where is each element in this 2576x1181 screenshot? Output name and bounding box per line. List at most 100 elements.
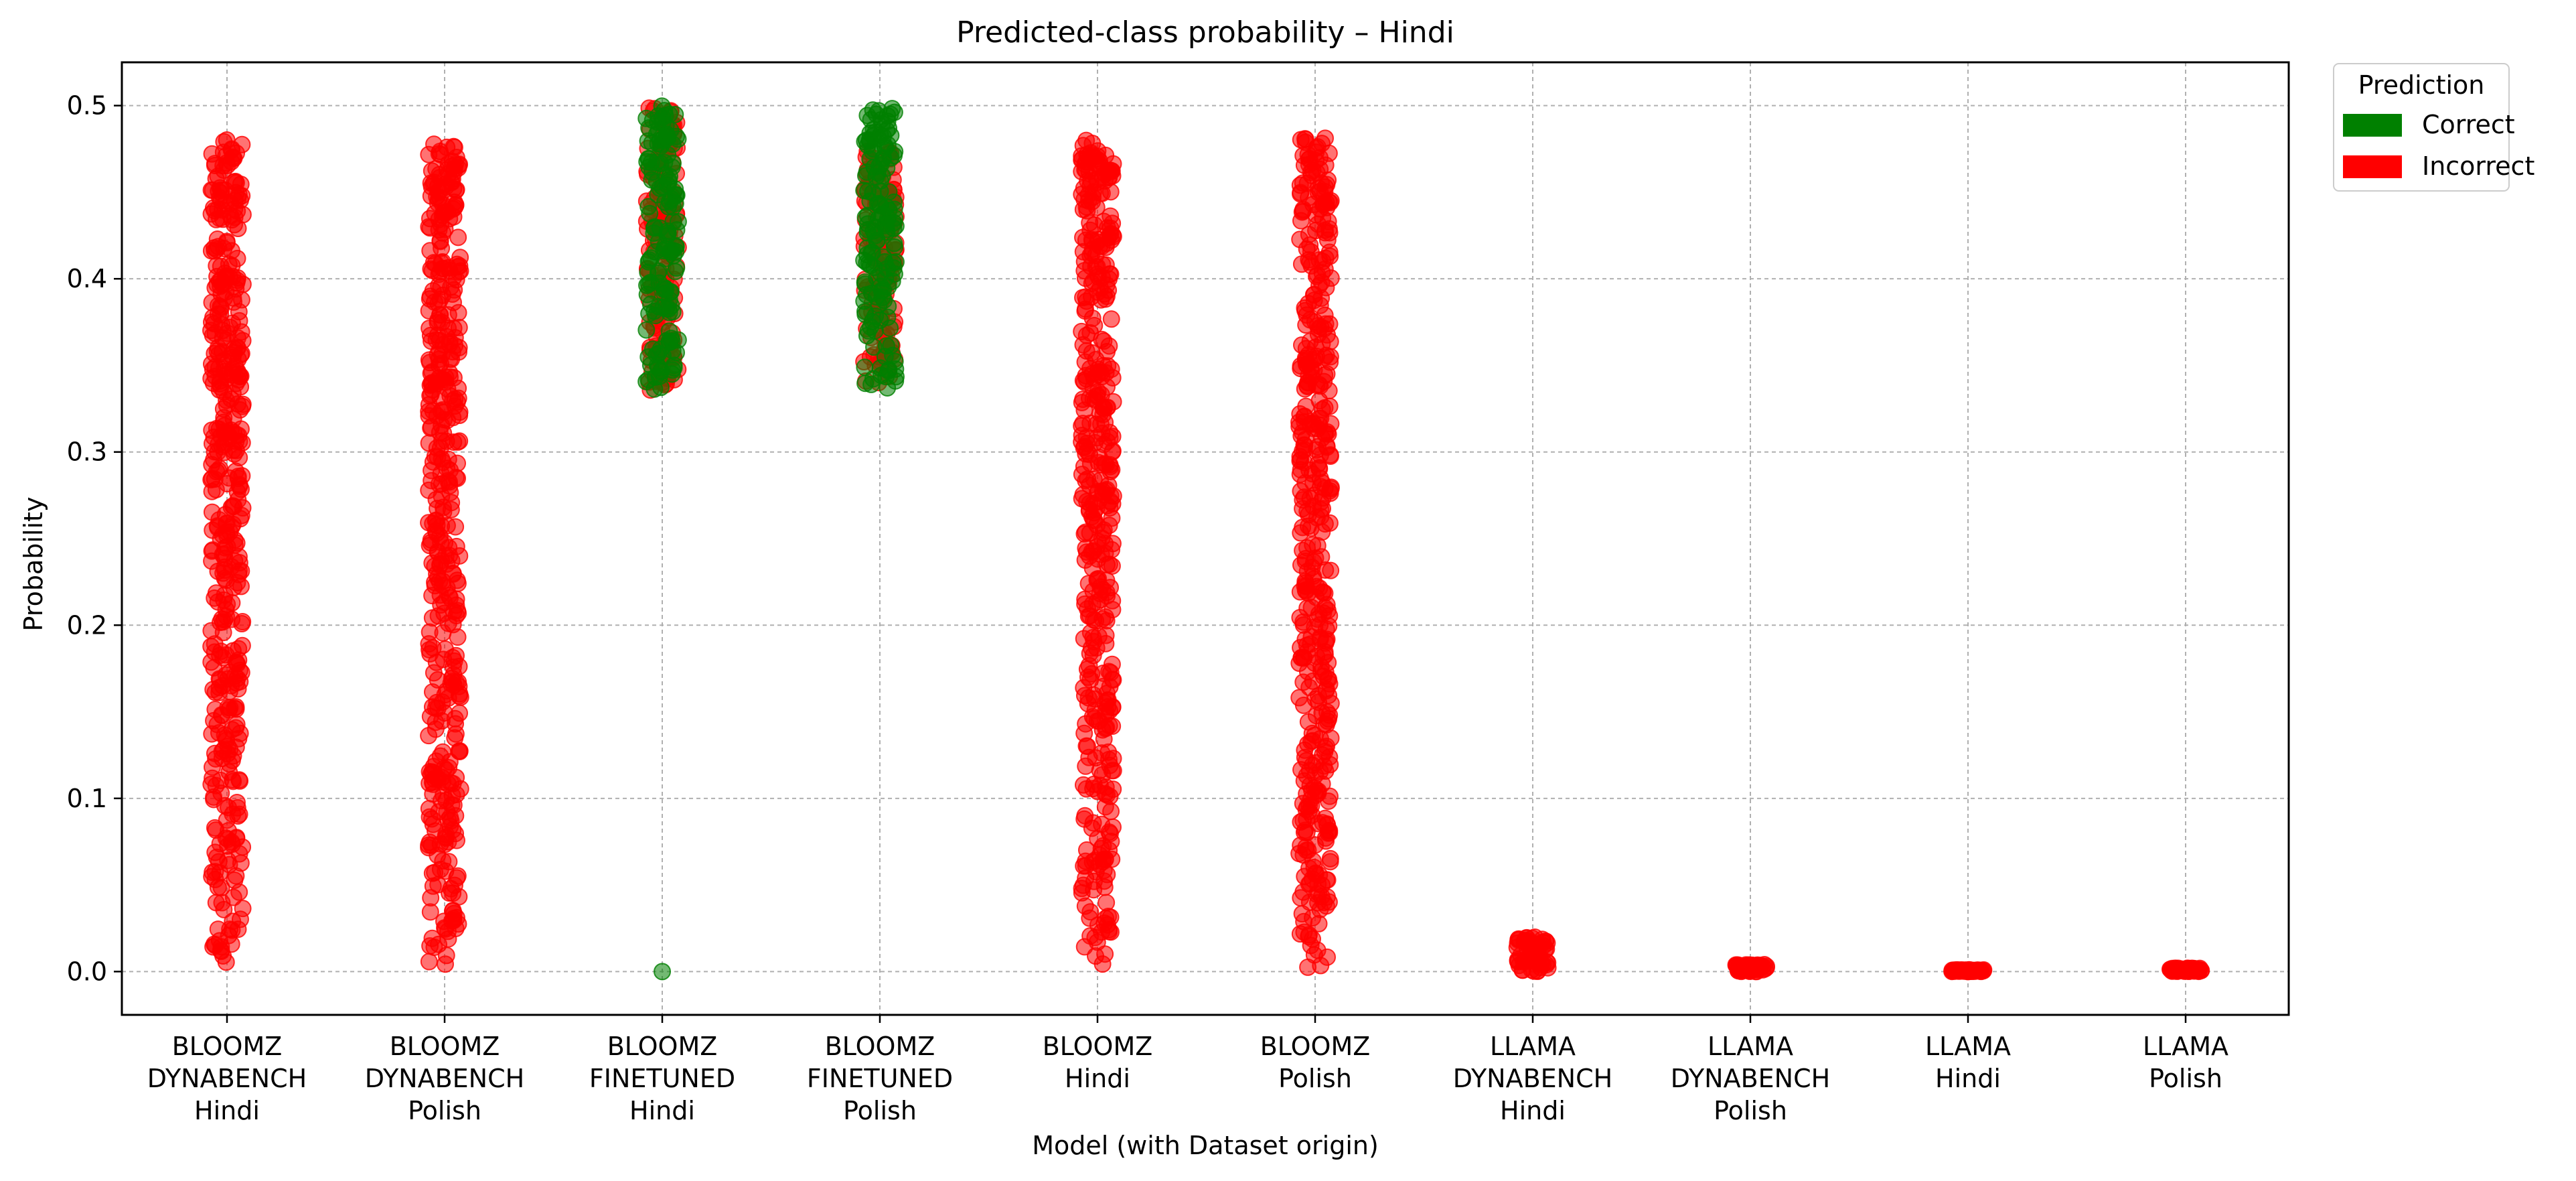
data-point <box>1313 135 1331 153</box>
legend-swatch <box>2343 155 2402 178</box>
data-point <box>1103 762 1121 780</box>
data-point <box>1083 543 1101 561</box>
data-point <box>655 281 673 299</box>
data-point <box>1079 147 1097 165</box>
data-point <box>1077 445 1095 463</box>
data-point <box>1095 455 1114 473</box>
data-point <box>1085 470 1103 488</box>
data-point <box>203 725 221 743</box>
data-point <box>882 336 900 354</box>
data-point <box>1292 185 1310 203</box>
data-point <box>649 135 667 153</box>
x-tick-label: BLOOMZ <box>1260 1032 1371 1061</box>
x-axis: BLOOMZ DYNABENCH Hindi BLOOMZ DYNABENCH Polis… <box>147 1015 2228 1125</box>
data-point <box>1316 743 1334 761</box>
data-point <box>451 547 469 565</box>
data-point <box>855 292 873 310</box>
data-point <box>885 259 903 277</box>
data-point <box>439 775 457 793</box>
data-point <box>887 217 905 235</box>
x-tick-label: Hindi <box>1065 1064 1130 1093</box>
data-point <box>664 342 682 360</box>
x-tick-label: BLOOMZ <box>825 1032 935 1061</box>
legend: Prediction Correct Incorrect <box>2333 63 2534 192</box>
data-point <box>2180 961 2198 979</box>
data-point <box>447 831 465 849</box>
data-point <box>879 297 897 316</box>
data-point <box>1089 363 1108 381</box>
data-point <box>229 189 247 207</box>
x-tick-label: Hindi <box>1935 1064 2001 1093</box>
data-points <box>202 97 2210 981</box>
legend-title: Prediction <box>2358 70 2485 100</box>
data-point <box>228 829 246 847</box>
data-point <box>648 356 666 374</box>
data-point <box>1302 242 1320 261</box>
data-point <box>1971 961 1989 979</box>
x-tick-label: FINETUNED <box>807 1064 953 1093</box>
y-axis: 0.0 0.1 0.2 0.3 0.4 0.5 <box>67 91 122 986</box>
data-point <box>203 867 221 886</box>
data-point <box>1080 748 1098 766</box>
data-point <box>1295 912 1313 930</box>
data-point <box>1094 837 1112 855</box>
data-point <box>223 752 241 770</box>
data-point <box>1943 963 1961 981</box>
data-point <box>1316 249 1335 267</box>
x-tick-label: Polish <box>2149 1064 2222 1093</box>
data-point <box>664 361 682 379</box>
data-point <box>868 232 886 250</box>
data-point <box>214 143 232 161</box>
x-axis-label: Model (with Dataset origin) <box>1032 1131 1379 1160</box>
data-point <box>1296 630 1314 648</box>
data-point <box>640 251 658 269</box>
data-point <box>424 815 442 833</box>
data-point <box>447 908 465 926</box>
data-point <box>1313 523 1331 541</box>
data-point <box>1099 691 1117 709</box>
data-point <box>430 935 448 953</box>
data-point <box>1297 397 1315 415</box>
data-point <box>232 291 250 309</box>
data-point <box>1311 446 1329 464</box>
data-point <box>421 903 439 921</box>
data-point <box>223 594 241 612</box>
data-point <box>1103 541 1121 559</box>
data-point <box>1297 574 1315 592</box>
data-point <box>1320 397 1339 415</box>
data-point <box>1317 716 1335 734</box>
data-point <box>226 667 244 685</box>
data-point <box>1095 878 1114 896</box>
data-point <box>1313 876 1331 894</box>
data-point <box>202 355 220 373</box>
y-tick-label: 0.4 <box>67 264 107 293</box>
chart-title: Predicted-class probability – Hindi <box>956 15 1454 50</box>
data-point <box>228 426 246 444</box>
data-point <box>432 596 450 614</box>
data-point <box>1292 556 1310 574</box>
data-point <box>211 646 229 665</box>
data-point <box>226 536 244 554</box>
data-point <box>1308 267 1326 285</box>
data-point <box>225 216 243 234</box>
data-point <box>225 579 243 597</box>
data-point <box>1321 853 1339 871</box>
data-point <box>420 145 438 163</box>
legend-entry-label: Incorrect <box>2422 151 2534 181</box>
data-point <box>856 273 874 291</box>
x-tick-label: Hindi <box>194 1096 260 1125</box>
data-point <box>1318 670 1337 688</box>
data-point <box>431 232 449 250</box>
data-point <box>646 302 664 320</box>
data-point <box>861 150 879 168</box>
data-point <box>666 106 684 124</box>
data-point <box>1102 310 1120 328</box>
data-point <box>435 704 453 722</box>
x-tick-label: FINETUNED <box>589 1064 735 1093</box>
data-point <box>429 346 447 364</box>
data-point <box>1290 654 1308 673</box>
data-point <box>444 884 462 902</box>
data-point <box>451 432 469 450</box>
data-point <box>1075 525 1093 543</box>
